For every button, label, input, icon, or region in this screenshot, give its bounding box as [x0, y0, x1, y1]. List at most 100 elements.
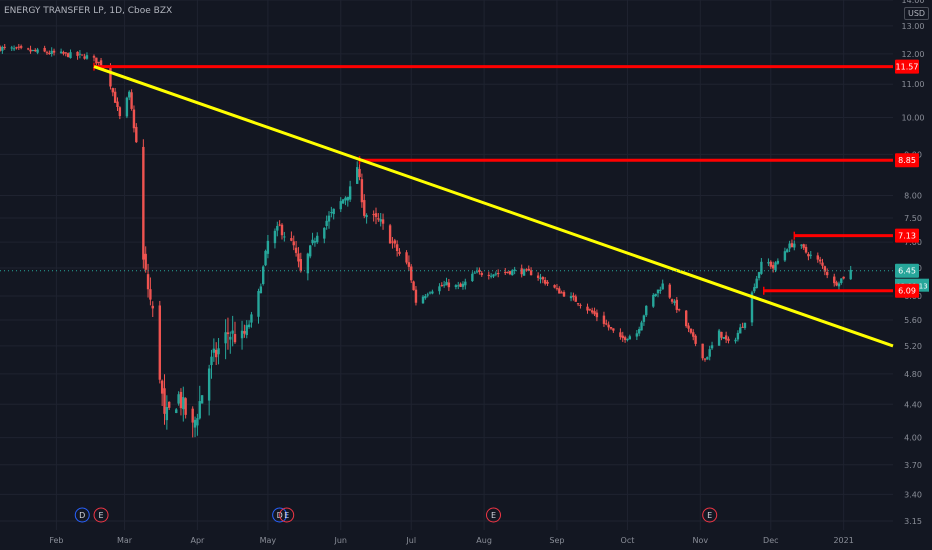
- candle-body: [640, 322, 643, 331]
- candle-body: [48, 53, 51, 55]
- candle-body: [193, 419, 197, 428]
- candle-body: [250, 314, 253, 323]
- candle-body: [259, 286, 263, 294]
- candle-body: [602, 315, 606, 324]
- candle-body: [212, 348, 216, 353]
- candle-body: [783, 251, 787, 261]
- candle-body: [395, 244, 399, 252]
- candle-body: [440, 285, 443, 287]
- level-near-tag-bg: [895, 228, 919, 243]
- candle-body: [78, 53, 82, 55]
- candle-body: [311, 239, 314, 244]
- candle-body: [344, 197, 347, 201]
- candle-body: [645, 305, 648, 316]
- candle-body: [149, 289, 152, 300]
- candle-body: [233, 334, 237, 343]
- candle-body: [125, 97, 129, 117]
- candle-body: [62, 52, 65, 54]
- price-tags: 11.57 8.85 7.13 6.45 03:00:13 6.09: [895, 59, 929, 298]
- time-axis[interactable]: Feb Mar Apr May Jun Jul Aug Sep Oct Nov Dec 2021: [49, 536, 854, 545]
- candle-body: [623, 337, 627, 340]
- candle-body: [372, 214, 375, 216]
- candle-body: [638, 329, 641, 334]
- candle-body: [231, 330, 234, 334]
- candle-body: [701, 343, 704, 359]
- candle-body: [398, 251, 401, 254]
- candle-body: [215, 349, 218, 358]
- candle-body: [724, 335, 728, 340]
- candle-body: [685, 310, 688, 327]
- candle-body: [1, 47, 4, 51]
- candle-body: [379, 219, 382, 222]
- candle-body: [224, 332, 227, 344]
- candle-body: [579, 304, 582, 306]
- candle-body: [489, 275, 493, 277]
- candle-body: [31, 49, 35, 51]
- candle-body: [99, 60, 103, 66]
- candle-body: [586, 306, 589, 311]
- candle-body: [111, 88, 114, 93]
- candle-body: [316, 235, 319, 243]
- candle-body: [177, 394, 180, 404]
- candle-body: [544, 279, 547, 284]
- candle-body: [405, 252, 408, 263]
- candle-body: [226, 332, 230, 335]
- candle-body: [739, 327, 742, 334]
- candle-body: [525, 269, 528, 271]
- candle-body: [346, 196, 349, 201]
- time-tick-label: Sep: [549, 536, 564, 545]
- candle-body: [17, 46, 20, 48]
- price-tick-label: 5.20: [904, 342, 922, 351]
- candle-body: [45, 52, 49, 54]
- candle-body: [494, 273, 498, 275]
- trendline[interactable]: [93, 65, 894, 348]
- candle-body: [717, 330, 721, 346]
- last-price-tag: 6.45: [898, 267, 916, 276]
- candle-body: [229, 336, 232, 340]
- candle-body: [576, 303, 580, 305]
- candle-body: [95, 57, 98, 64]
- candle-body: [506, 271, 509, 273]
- candle-body: [257, 290, 260, 317]
- candle-body: [661, 283, 664, 290]
- price-tick-label: 7.50: [904, 214, 922, 223]
- level-low-tag: 6.09: [898, 287, 916, 296]
- price-tick-label: 3.40: [904, 490, 922, 499]
- candle-body: [497, 273, 500, 275]
- candle-body: [536, 275, 540, 278]
- candle-body: [821, 262, 824, 266]
- candle-body: [198, 401, 201, 419]
- time-tick-label: Aug: [476, 536, 492, 545]
- candle-body: [771, 265, 775, 269]
- event-marker-label: E: [491, 511, 496, 520]
- candle-body: [266, 240, 270, 254]
- candle-body: [457, 285, 460, 287]
- candle-body: [840, 278, 843, 284]
- candle-body: [459, 283, 462, 287]
- candle-body: [66, 53, 70, 58]
- candle-body: [692, 332, 695, 337]
- candle-body: [52, 50, 56, 53]
- candle-body: [687, 325, 690, 329]
- currency-badge[interactable]: USD: [904, 7, 930, 20]
- price-tick-label: 8.00: [904, 191, 922, 200]
- candle-body: [593, 311, 596, 315]
- symbol-title[interactable]: ENERGY TRANSFER LP, 1D, Cboe BZX: [4, 6, 173, 16]
- price-tick-label: 3.70: [904, 461, 922, 470]
- candle-body: [34, 49, 37, 52]
- horizontal-levels[interactable]: [93, 62, 893, 295]
- candle-body: [130, 92, 133, 109]
- candle-body: [654, 293, 657, 296]
- candle-body: [527, 268, 530, 271]
- candle-body: [339, 201, 342, 210]
- candle-body: [92, 56, 96, 58]
- candle-body: [438, 286, 441, 292]
- candle-body: [273, 230, 277, 244]
- candlestick-series[interactable]: [0, 43, 852, 438]
- candle-body: [191, 408, 194, 423]
- candle-body: [588, 309, 592, 311]
- candle-body: [168, 401, 171, 408]
- candle-body: [341, 199, 345, 204]
